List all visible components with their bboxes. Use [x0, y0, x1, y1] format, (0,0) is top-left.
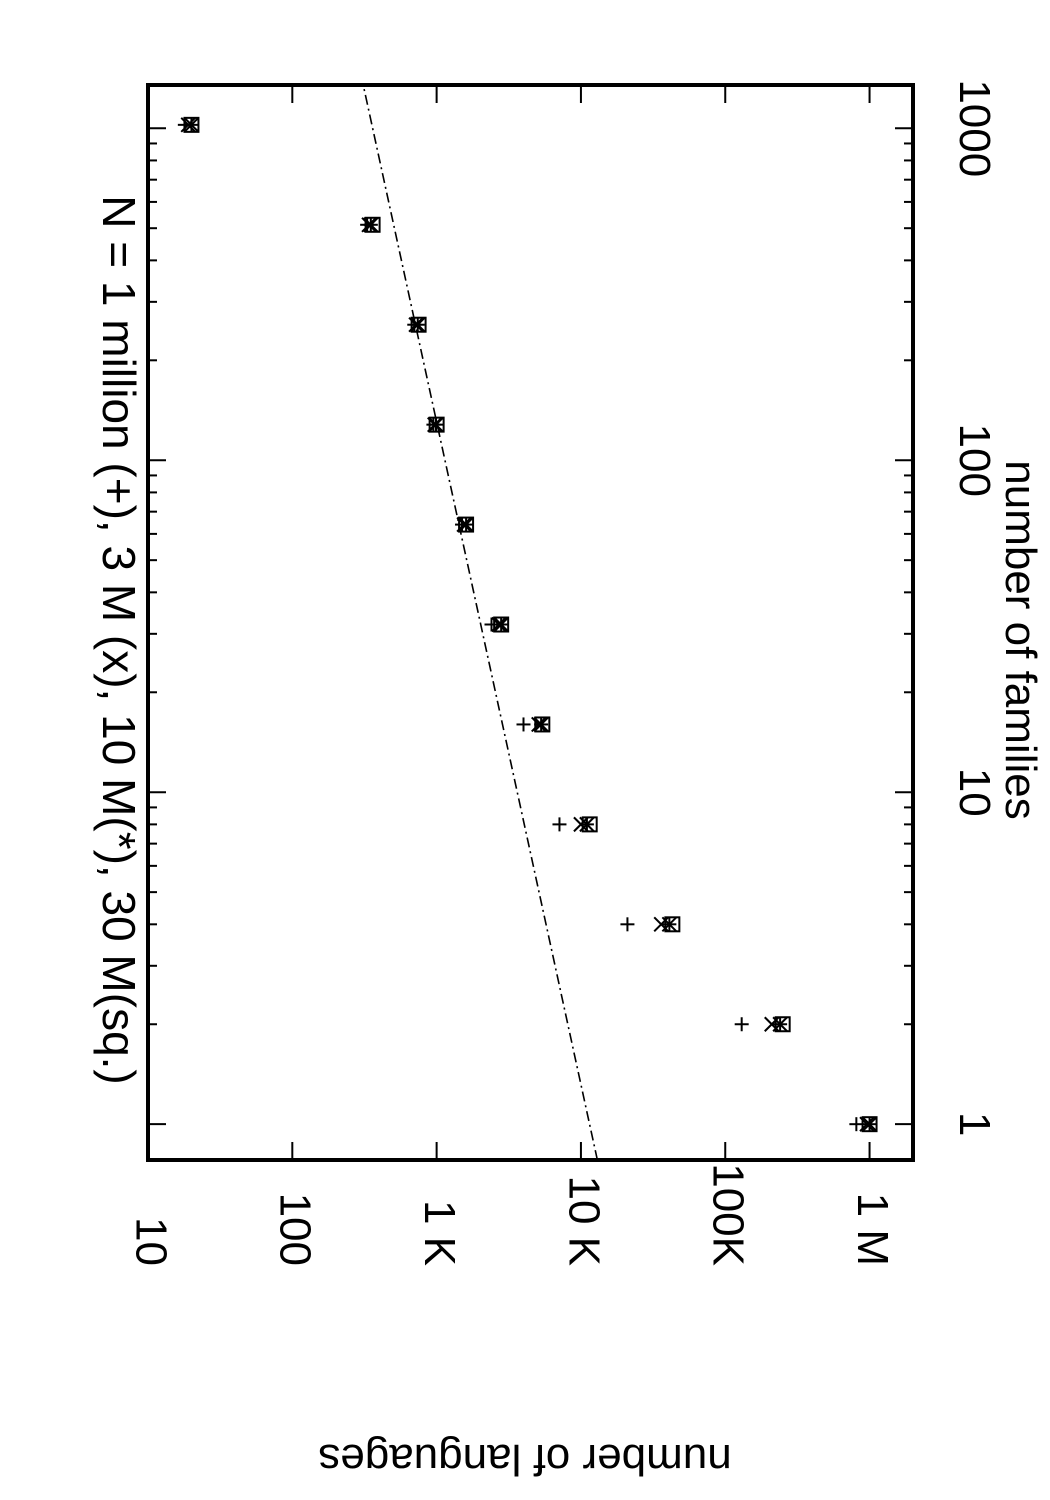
y-tick-labels: 10 100 1 K 10 K 100K 1 M — [126, 1163, 897, 1266]
marker-square — [428, 416, 445, 433]
y-tick-label: 100 — [271, 1193, 320, 1266]
data-point-star — [533, 716, 549, 733]
marker-square — [364, 216, 381, 233]
data-point-plus — [620, 917, 635, 932]
marker-stroke — [428, 416, 444, 433]
y-tick-label: 1 K — [415, 1200, 464, 1266]
data-point-star — [861, 1116, 878, 1132]
x-tick-label: 1 — [950, 1112, 999, 1136]
data-point-plus — [734, 1017, 749, 1032]
data-point-plus — [849, 1117, 864, 1132]
reference-line — [362, 84, 599, 1161]
data-point-star — [458, 516, 474, 533]
y-axis-label: number of languages — [318, 1435, 731, 1484]
marker-stroke — [458, 516, 474, 533]
marker-stroke — [493, 616, 509, 633]
data-point-star — [183, 117, 200, 133]
rotated-plot: N = 1 million (+), 3 M (x), 10 M(*), 30 … — [93, 79, 1045, 1266]
chart-title: N = 1 million (+), 3 M (x), 10 M(*), 30 … — [93, 195, 145, 1085]
x-tick-label: 1000 — [950, 79, 999, 177]
data-point-plus — [552, 817, 567, 832]
x-tick-label: 100 — [950, 424, 999, 497]
marker-square — [534, 716, 551, 733]
marker-square — [458, 516, 475, 533]
data-point-square — [183, 116, 200, 133]
marker-square — [410, 316, 427, 333]
y-tick-label: 100K — [704, 1163, 753, 1266]
data-point-square — [774, 1016, 791, 1033]
x-tick-labels: 1 10 100 1000 — [950, 79, 999, 1136]
marker-square — [183, 116, 200, 133]
data-point-square — [534, 716, 551, 733]
data-point-square — [428, 416, 445, 433]
plot-frame — [146, 83, 915, 1162]
data-point-square — [410, 316, 427, 333]
marker-square — [581, 816, 598, 833]
data-point-square — [861, 1116, 878, 1133]
marker-square — [493, 616, 510, 633]
x-tick-label: 10 — [950, 768, 999, 817]
marker-stroke — [861, 1116, 878, 1132]
reference-line-layer — [362, 84, 599, 1161]
marker-square — [861, 1116, 878, 1133]
marker-square — [774, 1016, 791, 1033]
data-point-star — [428, 416, 444, 433]
data-points — [177, 116, 878, 1133]
data-point-star — [493, 616, 509, 633]
data-point-square — [664, 916, 681, 933]
marker-stroke — [533, 716, 549, 733]
data-point-square — [493, 616, 510, 633]
data-point-square — [458, 516, 475, 533]
data-point-square — [364, 216, 381, 233]
y-tick-label: 1 M — [848, 1193, 897, 1266]
marker-stroke — [410, 317, 426, 333]
data-point-star — [410, 317, 426, 333]
y-tick-label: 10 K — [559, 1175, 608, 1266]
marker-square — [664, 916, 681, 933]
y-tick-label: 10 — [126, 1217, 175, 1266]
axis-ticks — [147, 85, 913, 1160]
x-axis-label: number of families — [996, 460, 1045, 819]
data-point-plus — [516, 717, 531, 732]
data-point-square — [581, 816, 598, 833]
marker-stroke — [183, 117, 200, 133]
